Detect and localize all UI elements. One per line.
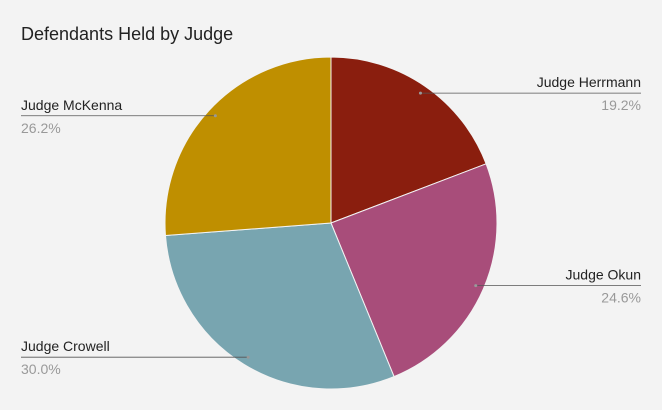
legend-label: Judge Okun	[566, 267, 642, 283]
pie-slice	[164, 222, 395, 390]
leader-dot	[418, 91, 422, 95]
leader-dot	[474, 284, 478, 288]
pie-slice	[164, 56, 332, 237]
data-label: 19.2%	[601, 97, 641, 113]
data-label: 30.0%	[21, 361, 61, 377]
legend-label: Judge Herrmann	[537, 74, 641, 90]
chart-title: Defendants Held by Judge	[21, 24, 233, 44]
data-label: 24.6%	[601, 290, 641, 306]
legend-label: Judge Crowell	[21, 338, 110, 354]
pie-slice	[330, 56, 487, 224]
leader-dot	[246, 355, 250, 359]
legend-label: Judge McKenna	[21, 97, 122, 113]
leader-dot	[213, 114, 217, 118]
data-label: 26.2%	[21, 120, 61, 136]
